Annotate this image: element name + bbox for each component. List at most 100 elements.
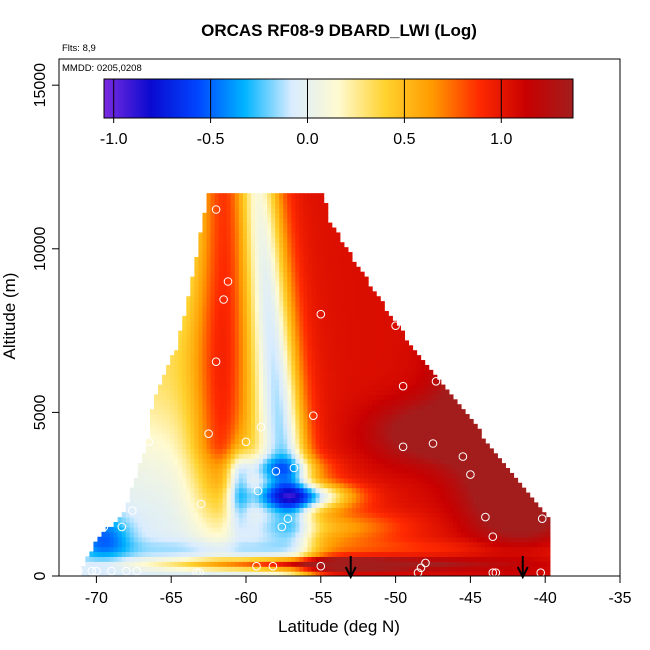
heat-cell bbox=[311, 340, 317, 346]
heat-cell bbox=[178, 443, 183, 449]
heat-cell bbox=[315, 477, 321, 484]
heat-cell bbox=[315, 438, 321, 445]
heat-cell bbox=[424, 384, 430, 391]
heat-cell bbox=[469, 571, 474, 576]
heat-cell bbox=[259, 281, 264, 288]
heat-cell bbox=[493, 482, 498, 489]
heat-cell bbox=[202, 384, 208, 391]
heat-cell bbox=[331, 423, 337, 430]
heat-cell bbox=[206, 556, 212, 562]
heat-cell bbox=[238, 281, 244, 288]
heat-cell bbox=[343, 458, 349, 464]
heat-cell bbox=[400, 507, 406, 513]
heat-cell bbox=[408, 355, 414, 361]
heat-cell bbox=[263, 443, 268, 449]
heat-cell bbox=[351, 482, 357, 489]
heat-cell bbox=[400, 340, 406, 346]
heat-cell bbox=[485, 477, 490, 484]
heat-cell bbox=[311, 566, 317, 572]
heat-cell bbox=[250, 482, 256, 489]
heat-cell bbox=[166, 487, 171, 494]
heat-cell bbox=[477, 522, 482, 528]
heat-cell bbox=[368, 379, 373, 386]
heat-cell bbox=[452, 526, 458, 533]
heat-cell bbox=[194, 345, 200, 351]
heat-cell bbox=[513, 507, 519, 513]
heat-cell bbox=[355, 512, 361, 518]
heat-cell bbox=[331, 306, 337, 312]
heat-cell bbox=[218, 335, 224, 342]
heat-cell bbox=[396, 526, 401, 533]
heat-cell bbox=[311, 531, 317, 538]
heat-cell bbox=[372, 399, 377, 405]
heat-cell bbox=[230, 335, 236, 342]
heat-cell bbox=[250, 541, 256, 548]
heat-cell bbox=[230, 482, 236, 489]
heat-cell bbox=[194, 384, 200, 391]
heat-cell bbox=[327, 399, 333, 405]
heat-cell bbox=[141, 492, 147, 499]
heat-cell bbox=[121, 546, 127, 553]
heat-cell bbox=[525, 536, 531, 543]
heat-cell bbox=[287, 477, 292, 484]
heat-cell bbox=[315, 526, 321, 533]
heat-cell bbox=[460, 546, 466, 553]
heat-cell bbox=[477, 571, 482, 576]
heat-cell bbox=[206, 404, 212, 410]
heat-cell bbox=[396, 536, 401, 543]
heat-cell bbox=[331, 384, 337, 391]
heat-cell bbox=[509, 526, 515, 533]
heat-cell bbox=[214, 492, 220, 499]
heat-cell bbox=[303, 566, 309, 572]
heat-cell bbox=[360, 561, 365, 567]
heat-cell bbox=[259, 301, 264, 307]
heat-cell bbox=[275, 556, 280, 562]
heat-cell bbox=[303, 551, 309, 557]
heat-cell bbox=[315, 512, 321, 518]
heat-cell bbox=[145, 468, 151, 474]
heat-cell bbox=[355, 350, 361, 356]
heat-cell bbox=[133, 502, 139, 508]
heat-cell bbox=[364, 487, 369, 494]
heat-cell bbox=[287, 487, 292, 494]
heat-cell bbox=[436, 389, 442, 395]
heat-cell bbox=[194, 266, 200, 273]
heat-cell bbox=[267, 526, 272, 533]
heat-cell bbox=[392, 355, 397, 361]
heat-cell bbox=[259, 428, 264, 435]
heat-cell bbox=[327, 286, 333, 292]
heat-cell bbox=[368, 502, 373, 508]
heat-cell bbox=[481, 502, 486, 508]
heat-cell bbox=[263, 512, 268, 518]
heat-cell bbox=[355, 306, 361, 312]
heat-cell bbox=[145, 443, 151, 449]
heat-cell bbox=[481, 541, 486, 548]
heat-cell bbox=[545, 522, 551, 528]
heat-cell bbox=[234, 453, 240, 459]
heat-cell bbox=[206, 546, 212, 553]
heat-cell bbox=[331, 379, 337, 386]
heat-cell bbox=[210, 423, 216, 430]
heat-cell bbox=[327, 384, 333, 391]
heat-cell bbox=[287, 296, 292, 302]
heat-cell bbox=[400, 502, 406, 508]
heat-cell bbox=[436, 414, 442, 420]
heat-cell bbox=[206, 340, 212, 346]
heat-cell bbox=[448, 482, 454, 489]
heat-cell bbox=[174, 497, 179, 503]
heat-cell bbox=[295, 487, 301, 494]
heat-cell bbox=[202, 433, 208, 440]
heat-cell bbox=[335, 448, 341, 454]
heat-cell bbox=[384, 536, 389, 543]
heat-cell bbox=[230, 453, 236, 459]
heat-cell bbox=[545, 571, 551, 576]
heat-cell bbox=[230, 281, 236, 288]
heat-cell bbox=[287, 517, 292, 523]
heat-cell bbox=[226, 448, 232, 454]
heat-cell bbox=[444, 497, 450, 503]
heat-cell bbox=[319, 531, 325, 538]
heat-cell bbox=[533, 566, 539, 572]
heat-cell bbox=[424, 394, 430, 400]
heat-cell bbox=[234, 418, 240, 425]
heat-cell bbox=[214, 330, 220, 337]
